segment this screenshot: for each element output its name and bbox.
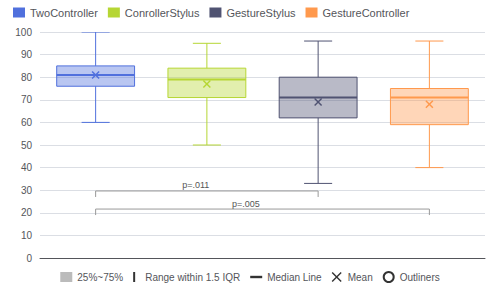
svg-text:Outliners: Outliners	[400, 272, 440, 283]
svg-text:Median Line: Median Line	[267, 272, 322, 283]
svg-text:10: 10	[21, 230, 33, 241]
svg-text:ConrollerStylus: ConrollerStylus	[125, 7, 200, 19]
svg-text:Mean: Mean	[348, 272, 373, 283]
svg-text:90: 90	[21, 49, 33, 60]
svg-text:100: 100	[15, 27, 32, 38]
svg-text:20: 20	[21, 207, 33, 218]
svg-text:0: 0	[26, 253, 32, 264]
svg-text:Range within 1.5 IQR: Range within 1.5 IQR	[145, 272, 240, 283]
svg-text:GestureController: GestureController	[323, 7, 410, 19]
svg-text:GestureStylus: GestureStylus	[226, 7, 296, 19]
svg-text:80: 80	[21, 72, 33, 83]
svg-text:30: 30	[21, 185, 33, 196]
svg-text:40: 40	[21, 162, 33, 173]
svg-text:60: 60	[21, 117, 33, 128]
svg-text:TwoController: TwoController	[30, 7, 98, 19]
svg-text:p=.005: p=.005	[232, 199, 260, 209]
svg-text:70: 70	[21, 94, 33, 105]
svg-text:50: 50	[21, 140, 33, 151]
svg-text:p=.011: p=.011	[182, 180, 209, 190]
svg-text:25%~75%: 25%~75%	[77, 272, 123, 283]
